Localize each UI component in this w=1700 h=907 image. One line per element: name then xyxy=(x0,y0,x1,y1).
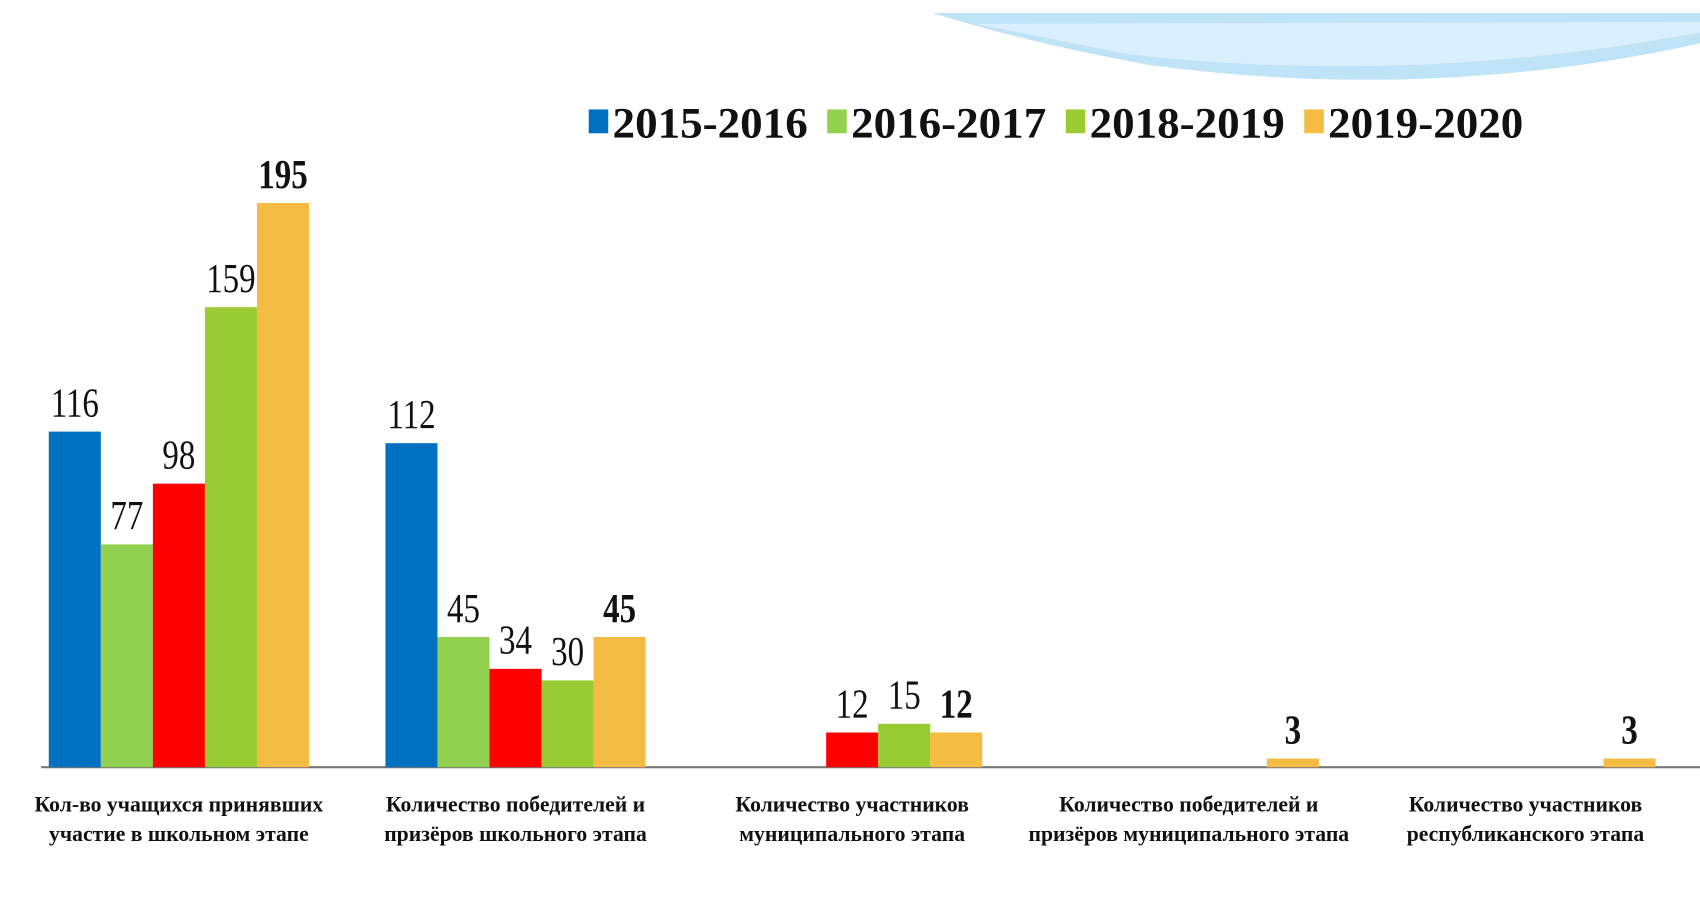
data-label: 98 xyxy=(162,433,195,478)
data-label: 30 xyxy=(551,630,584,675)
bar xyxy=(204,307,257,768)
bar xyxy=(437,637,490,768)
decoration xyxy=(975,21,1700,67)
category-label-box: Количество победителей и призёров муници… xyxy=(1028,793,1350,847)
bar xyxy=(826,732,879,768)
bar xyxy=(930,732,983,768)
category-label-box: Кол-во учащихся принявших участие в школ… xyxy=(34,793,324,847)
bar xyxy=(152,483,205,768)
data-label: 3 xyxy=(1621,708,1637,753)
legend-label: 2019-2020 xyxy=(1328,100,1523,148)
data-label: 3 xyxy=(1285,708,1301,753)
bar xyxy=(256,203,309,768)
x-tick-label: Кол-во учащихся принявших участие в школ… xyxy=(34,793,324,847)
x-tick-label: Количество победителей и призёров муници… xyxy=(1028,793,1350,847)
bar xyxy=(489,668,542,768)
bar xyxy=(541,680,594,768)
data-label: 34 xyxy=(499,618,532,663)
bar xyxy=(878,723,931,768)
data-label: 45 xyxy=(447,587,480,632)
data-label: 12 xyxy=(836,682,869,727)
data-label: 116 xyxy=(51,381,99,426)
legend-swatch xyxy=(588,109,609,134)
category-label-box: Количество участников республиканского э… xyxy=(1406,793,1645,847)
legend-swatch xyxy=(827,109,847,134)
data-label: 45 xyxy=(603,587,636,632)
x-tick-label: Количество участников муниципального эта… xyxy=(735,793,969,847)
bar xyxy=(1603,758,1656,768)
data-label: 12 xyxy=(940,682,973,727)
legend-swatch xyxy=(1065,109,1086,134)
x-tick-label: Количество участников республиканского э… xyxy=(1406,793,1645,847)
bar xyxy=(1266,758,1319,768)
category-label-box: Количество участников муниципального эта… xyxy=(735,793,969,847)
data-label: 159 xyxy=(206,257,255,302)
bar xyxy=(48,431,101,768)
bar xyxy=(100,544,153,768)
data-label: 195 xyxy=(258,153,307,198)
x-tick-label: Количество победителей и призёров школьн… xyxy=(384,793,647,847)
legend-label: 2018-2019 xyxy=(1090,100,1285,148)
legend-swatch xyxy=(1304,109,1324,134)
legend-label: 2016-2017 xyxy=(851,100,1046,148)
bar xyxy=(593,637,646,768)
data-label: 112 xyxy=(387,393,435,438)
data-label: 15 xyxy=(888,673,921,718)
bar xyxy=(385,443,438,768)
legend-label: 2015-2016 xyxy=(613,100,808,148)
category-label-box: Количество победителей и призёров школьн… xyxy=(384,793,647,847)
data-label: 77 xyxy=(110,494,143,539)
